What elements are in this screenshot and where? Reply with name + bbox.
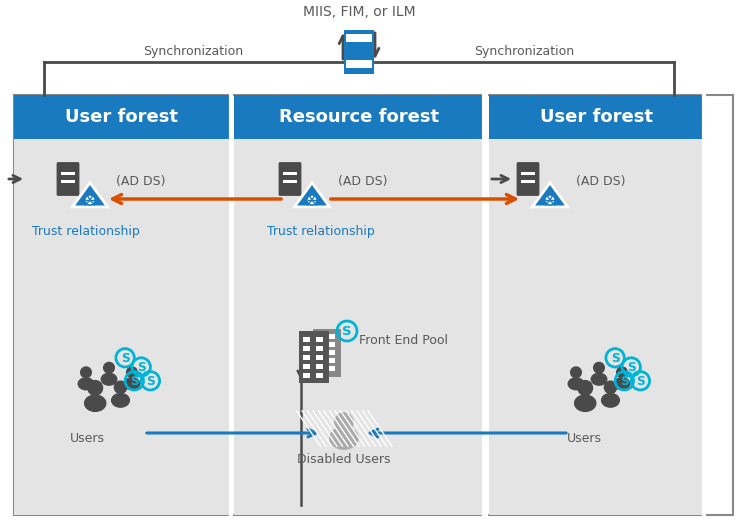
Bar xyxy=(329,342,335,347)
Ellipse shape xyxy=(601,393,620,408)
Text: (AD DS): (AD DS) xyxy=(116,175,166,187)
Ellipse shape xyxy=(613,377,630,390)
Polygon shape xyxy=(72,183,108,207)
Ellipse shape xyxy=(84,395,107,412)
Text: S: S xyxy=(611,352,619,365)
Text: Users: Users xyxy=(566,432,601,445)
Bar xyxy=(61,172,75,175)
Bar xyxy=(489,95,704,139)
Ellipse shape xyxy=(78,377,94,390)
Ellipse shape xyxy=(111,393,130,408)
Bar xyxy=(329,334,335,339)
Ellipse shape xyxy=(591,372,607,386)
Ellipse shape xyxy=(568,377,584,390)
Bar xyxy=(346,34,372,42)
Circle shape xyxy=(593,362,605,374)
Circle shape xyxy=(570,366,582,378)
Bar xyxy=(317,342,323,347)
Circle shape xyxy=(616,366,628,378)
Circle shape xyxy=(103,362,115,374)
Bar xyxy=(317,334,323,339)
Bar xyxy=(316,337,323,342)
Text: S: S xyxy=(342,325,352,338)
Bar xyxy=(234,95,484,515)
Polygon shape xyxy=(533,183,568,207)
Bar xyxy=(317,358,323,363)
Text: (AD DS): (AD DS) xyxy=(576,175,625,187)
Circle shape xyxy=(334,412,354,432)
Bar xyxy=(521,179,535,183)
Text: S: S xyxy=(121,352,129,365)
Text: Synchronization: Synchronization xyxy=(474,44,574,58)
Ellipse shape xyxy=(329,426,359,450)
Circle shape xyxy=(604,380,617,394)
Ellipse shape xyxy=(101,372,117,386)
Text: Trust relationship: Trust relationship xyxy=(267,225,375,238)
Text: Users: Users xyxy=(69,432,105,445)
Bar xyxy=(316,373,323,378)
Text: User forest: User forest xyxy=(65,108,178,126)
Text: Resource forest: Resource forest xyxy=(279,108,439,126)
Bar xyxy=(303,337,310,342)
Circle shape xyxy=(114,380,127,394)
Text: S: S xyxy=(146,375,155,388)
Bar xyxy=(317,350,323,355)
Bar xyxy=(283,172,297,175)
Text: S: S xyxy=(620,375,629,388)
Bar xyxy=(303,364,310,369)
Circle shape xyxy=(545,195,555,205)
Bar xyxy=(329,358,335,363)
Bar xyxy=(521,172,535,175)
Text: MIIS, FIM, or ILM: MIIS, FIM, or ILM xyxy=(303,5,415,19)
Polygon shape xyxy=(294,183,329,207)
Bar xyxy=(14,95,229,139)
Bar xyxy=(283,179,297,183)
Text: S: S xyxy=(627,361,636,374)
Circle shape xyxy=(87,380,103,396)
Text: S: S xyxy=(636,375,645,388)
Bar xyxy=(316,364,323,369)
Bar xyxy=(346,60,372,68)
Bar xyxy=(316,346,323,351)
Text: (AD DS): (AD DS) xyxy=(338,175,388,187)
Bar xyxy=(61,179,75,183)
Text: User forest: User forest xyxy=(540,108,653,126)
Text: S: S xyxy=(137,361,146,374)
Bar xyxy=(303,346,310,351)
Circle shape xyxy=(85,195,95,205)
Bar xyxy=(329,366,335,371)
Bar xyxy=(14,95,733,515)
FancyBboxPatch shape xyxy=(57,162,79,196)
FancyBboxPatch shape xyxy=(279,162,301,196)
Bar xyxy=(14,95,229,515)
Bar xyxy=(316,355,323,360)
Circle shape xyxy=(307,195,317,205)
Bar xyxy=(329,350,335,355)
Bar xyxy=(234,95,484,139)
Text: Front End Pool: Front End Pool xyxy=(359,334,448,348)
Text: Synchronization: Synchronization xyxy=(143,44,244,58)
Bar xyxy=(317,366,323,371)
Circle shape xyxy=(126,366,138,378)
Bar xyxy=(489,95,704,515)
Ellipse shape xyxy=(574,395,596,412)
Circle shape xyxy=(577,380,593,396)
Text: S: S xyxy=(130,375,139,388)
Bar xyxy=(299,331,329,383)
Bar xyxy=(344,30,374,74)
Ellipse shape xyxy=(123,377,140,390)
FancyBboxPatch shape xyxy=(517,162,539,196)
Text: Disabled Users: Disabled Users xyxy=(297,453,391,466)
Bar xyxy=(303,373,310,378)
Circle shape xyxy=(80,366,92,378)
Bar xyxy=(303,355,310,360)
Text: Trust relationship: Trust relationship xyxy=(32,225,140,238)
Bar xyxy=(313,329,341,377)
